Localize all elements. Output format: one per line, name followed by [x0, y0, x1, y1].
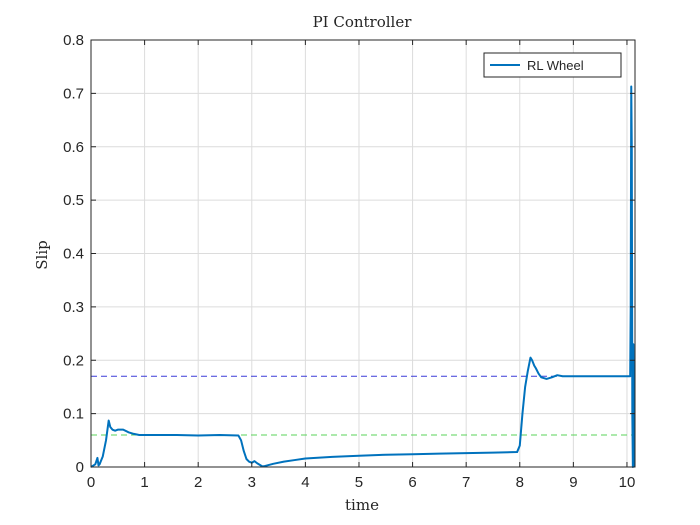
x-tick-label: 2 — [194, 474, 202, 491]
y-tick-label: 0 — [76, 459, 84, 476]
y-tick-label: 0.6 — [63, 139, 84, 156]
x-tick-label: 4 — [301, 474, 309, 491]
x-tick-label: 6 — [408, 474, 416, 491]
x-tick-label: 0 — [87, 474, 95, 491]
x-tick-label: 9 — [569, 474, 577, 491]
legend: RL Wheel — [483, 52, 622, 78]
legend-box — [483, 52, 622, 78]
y-tick-label: 0.5 — [63, 192, 84, 209]
chart-title: PI Controller — [313, 13, 413, 31]
x-tick-label: 1 — [140, 474, 148, 491]
y-tick-label: 0.8 — [63, 32, 84, 49]
x-tick-label: 3 — [248, 474, 256, 491]
y-tick-label: 0.1 — [63, 406, 84, 423]
series-layer — [90, 85, 636, 468]
x-tick-label: 5 — [355, 474, 363, 491]
y-axis-label: Slip — [33, 240, 51, 269]
x-tick-label: 7 — [462, 474, 470, 491]
y-tick-label: 0.3 — [63, 299, 84, 316]
y-tick-label: 0.2 — [63, 352, 84, 369]
legend-label: RL Wheel — [527, 58, 584, 73]
x-tick-labels: 0 1 2 3 4 5 6 7 8 9 10 — [87, 474, 635, 491]
x-tick-label: 10 — [619, 474, 636, 491]
ticks — [90, 39, 635, 468]
y-tick-label: 0.4 — [63, 246, 84, 263]
y-tick-label: 0.7 — [63, 85, 84, 102]
x-tick-label: 8 — [516, 474, 524, 491]
series-line — [90, 85, 636, 468]
y-tick-labels: 0 0.1 0.2 0.3 0.4 0.5 0.6 0.7 0.8 — [63, 32, 84, 476]
x-axis-label: time — [345, 496, 379, 514]
